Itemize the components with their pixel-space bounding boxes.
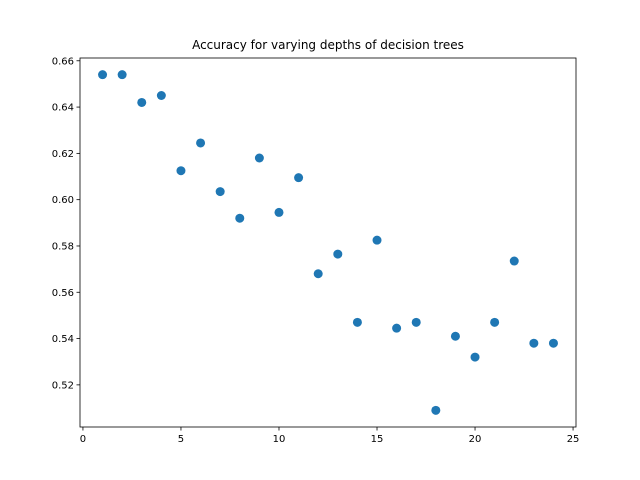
- x-tick-label: 15: [371, 434, 384, 445]
- y-tick-label: 0.62: [52, 149, 74, 160]
- y-tick-label: 0.54: [52, 334, 74, 345]
- x-axis: 0 5 10 15 20 25: [80, 427, 580, 445]
- data-points: [98, 70, 558, 415]
- x-tick-label: 25: [567, 434, 580, 445]
- data-point: [274, 207, 284, 217]
- data-point: [431, 405, 441, 415]
- data-point: [333, 249, 343, 259]
- data-point: [372, 235, 382, 245]
- data-point: [235, 213, 245, 223]
- data-point: [450, 331, 460, 341]
- data-point: [156, 91, 166, 101]
- data-point: [352, 317, 362, 327]
- data-point: [196, 138, 206, 148]
- data-point: [392, 323, 402, 333]
- x-tick-label: 20: [469, 434, 482, 445]
- data-point: [176, 166, 186, 176]
- y-tick-label: 0.56: [52, 288, 74, 299]
- data-point: [215, 187, 225, 197]
- data-point: [509, 256, 519, 266]
- data-point: [137, 97, 147, 107]
- plot-border: [79, 57, 577, 428]
- x-tick-label: 10: [273, 434, 286, 445]
- data-point: [117, 70, 127, 80]
- data-point: [254, 153, 264, 163]
- y-axis: 0.52 0.54 0.56 0.58 0.60 0.62 0.64 0.66: [52, 56, 80, 391]
- y-tick-label: 0.60: [52, 195, 74, 206]
- x-tick-label: 0: [80, 434, 86, 445]
- y-tick-label: 0.64: [52, 103, 74, 114]
- y-tick-label: 0.66: [52, 56, 74, 67]
- data-point: [490, 317, 500, 327]
- x-tick-label: 5: [178, 434, 184, 445]
- data-point: [411, 317, 421, 327]
- data-point: [470, 352, 480, 362]
- data-point: [548, 338, 558, 348]
- chart-title: Accuracy for varying depths of decision …: [192, 38, 464, 52]
- data-point: [98, 70, 108, 80]
- y-tick-label: 0.58: [52, 241, 74, 252]
- plot-frame: [79, 57, 577, 428]
- data-point: [313, 269, 323, 279]
- y-tick-label: 0.52: [52, 380, 74, 391]
- data-point: [294, 173, 304, 183]
- data-point: [529, 338, 539, 348]
